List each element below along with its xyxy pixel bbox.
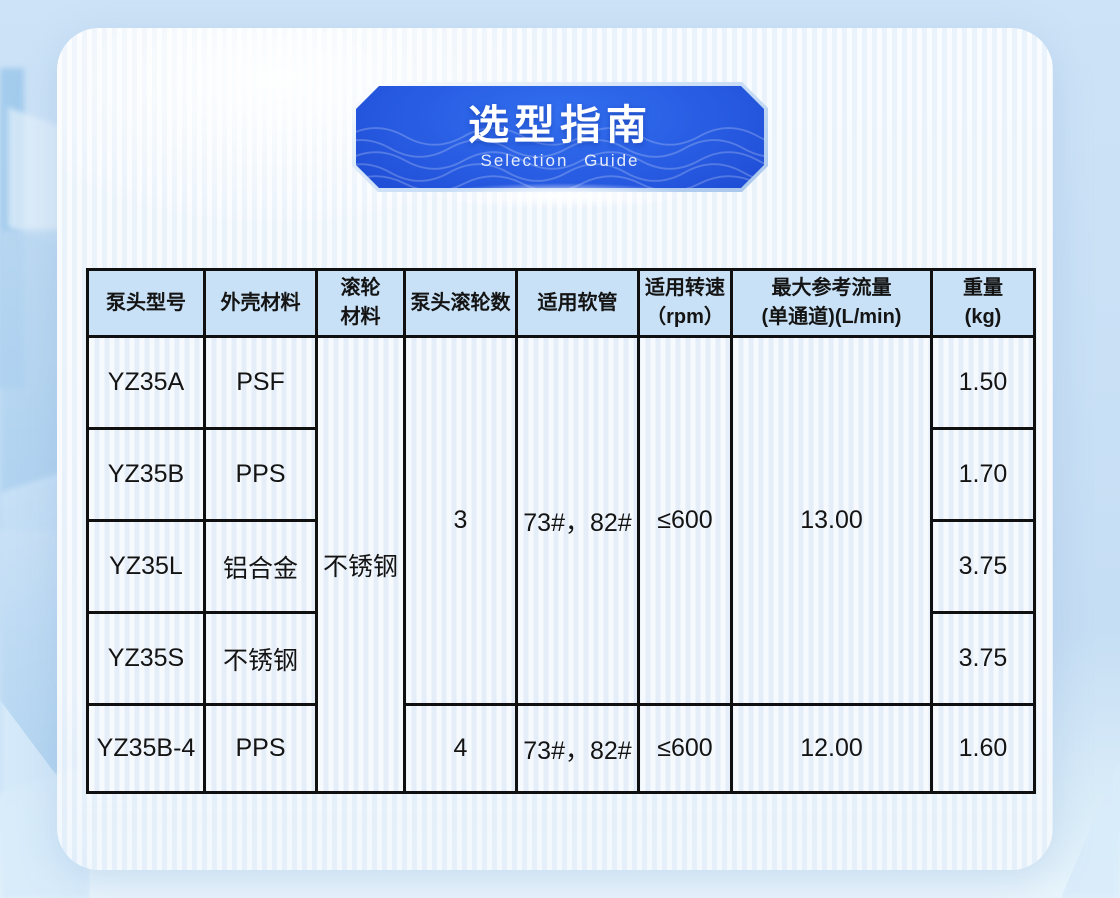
header-roller-count: 泵头滚轮数 bbox=[403, 268, 518, 338]
header-max-flow: 最大参考流量 (单通道)(L/min) bbox=[730, 268, 933, 338]
table-row: YZ35A PSF 不锈钢 3 73#，82# ≤600 13.00 1.50 bbox=[86, 335, 1036, 794]
cell-roller-count: 3 bbox=[403, 335, 518, 706]
table-row: YZ35B PPS 1.70 bbox=[86, 427, 1036, 522]
header-speed: 适用转速 （rpm） bbox=[637, 268, 733, 338]
header-pump-model: 泵头型号 bbox=[86, 268, 206, 338]
cell-max-flow: 13.00 bbox=[730, 335, 933, 706]
page-title: 选型指南 bbox=[468, 101, 652, 148]
cell-model: YZ35S bbox=[86, 611, 206, 706]
cell-housing: 铝合金 bbox=[203, 519, 318, 614]
table-row: YZ35S 不锈钢 3.75 bbox=[86, 611, 1036, 706]
cell-model: YZ35L bbox=[86, 519, 206, 614]
title-banner-border: 选型指南 Selection Guide bbox=[352, 82, 768, 192]
cell-weight: 1.70 bbox=[930, 427, 1036, 522]
cell-weight: 1.60 bbox=[930, 703, 1036, 794]
banner-text: 选型指南 Selection Guide bbox=[356, 86, 764, 188]
cell-model: YZ35B bbox=[86, 427, 206, 522]
cell-housing: PPS bbox=[203, 703, 318, 794]
selection-table: 泵头型号 外壳材料 滚轮 材料 泵头滚轮数 适用软管 适用转速 （rpm） 最大… bbox=[86, 268, 1036, 794]
cell-model: YZ35A bbox=[86, 335, 206, 430]
table-row: YZ35B-4 PPS 4 73#，82# ≤600 12.00 1.60 bbox=[86, 703, 1036, 794]
cell-weight: 1.50 bbox=[930, 335, 1036, 430]
cell-weight: 3.75 bbox=[930, 611, 1036, 706]
decor-shape bbox=[1060, 760, 1120, 898]
cell-weight: 3.75 bbox=[930, 519, 1036, 614]
cell-tubing: 73#，82# bbox=[515, 703, 640, 794]
cell-speed: ≤600 bbox=[637, 703, 733, 794]
header-housing-material: 外壳材料 bbox=[203, 268, 318, 338]
page-subtitle: Selection Guide bbox=[480, 151, 640, 171]
title-banner: 选型指南 Selection Guide bbox=[356, 86, 764, 188]
cell-roller-count: 4 bbox=[403, 703, 518, 794]
table-header-row: 泵头型号 外壳材料 滚轮 材料 泵头滚轮数 适用软管 适用转速 （rpm） 最大… bbox=[86, 268, 1036, 338]
cell-model: YZ35B-4 bbox=[86, 703, 206, 794]
cell-housing: PPS bbox=[203, 427, 318, 522]
cell-tubing: 73#，82# bbox=[515, 335, 640, 706]
cell-housing: PSF bbox=[203, 335, 318, 430]
header-weight: 重量 (kg) bbox=[930, 268, 1036, 338]
cell-speed: ≤600 bbox=[637, 335, 733, 706]
right-background-decor bbox=[1050, 0, 1120, 898]
cell-max-flow: 12.00 bbox=[730, 703, 933, 794]
header-tubing: 适用软管 bbox=[515, 268, 640, 338]
cell-roller-material: 不锈钢 bbox=[315, 335, 406, 794]
cell-housing: 不锈钢 bbox=[203, 611, 318, 706]
table-row: YZ35L 铝合金 3.75 bbox=[86, 519, 1036, 614]
header-roller-material: 滚轮 材料 bbox=[315, 268, 406, 338]
